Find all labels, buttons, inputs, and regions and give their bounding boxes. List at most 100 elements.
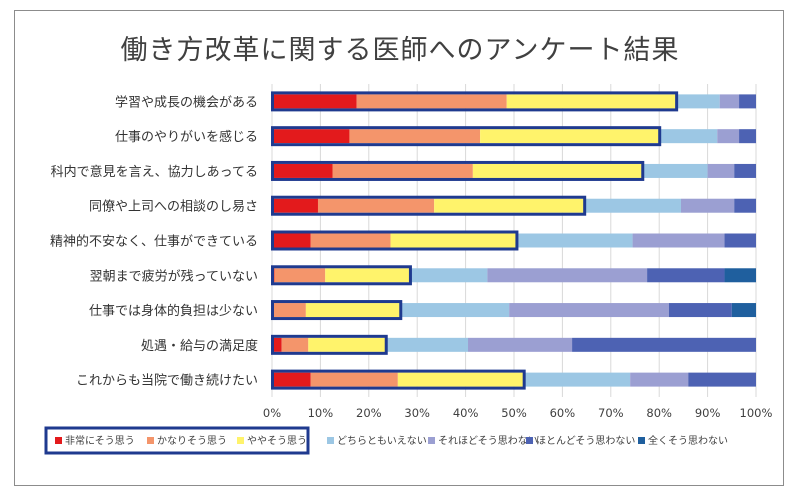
legend-highlight-box: [44, 426, 310, 455]
legend-swatch: [147, 437, 154, 444]
bar-segment: [472, 163, 643, 178]
highlight-outline: [271, 126, 662, 147]
bar-segment: [680, 198, 735, 213]
bar-segment: [317, 198, 435, 213]
highlight-outline: [271, 265, 412, 286]
chart-title: 働き方改革に関する医師へのアンケート結果: [120, 35, 680, 66]
bar-segment: [325, 268, 410, 283]
x-tick-label: 0%: [263, 406, 281, 420]
bar-segment: [434, 198, 585, 213]
bar-segment: [385, 337, 469, 352]
bar-segment: [308, 337, 386, 352]
bar-segment: [272, 303, 306, 318]
legend-label: 全くそう思わない: [648, 434, 728, 447]
x-tick-label: 40%: [453, 406, 479, 420]
bar-segment: [305, 303, 401, 318]
legend-swatch: [428, 437, 435, 444]
bar-segment: [506, 94, 677, 109]
bar-segment: [509, 303, 669, 318]
legend-swatch: [526, 437, 533, 444]
legend-swatch: [638, 437, 645, 444]
legend-label: ややそう思う: [247, 435, 307, 447]
x-tick-label: 20%: [356, 406, 382, 420]
highlight-outline: [271, 369, 526, 390]
bar-segment: [409, 268, 488, 283]
bar-segment: [272, 233, 311, 248]
bar-segment: [272, 94, 357, 109]
bar-segment: [272, 337, 282, 352]
bar-segment: [272, 163, 333, 178]
bar-segment: [281, 337, 309, 352]
bar-segment: [572, 337, 756, 352]
legend-label: かなりそう思う: [157, 435, 227, 447]
bar-segment: [659, 129, 718, 144]
bar-segment: [630, 372, 689, 387]
bar-segment: [400, 303, 510, 318]
bar-segment: [719, 94, 740, 109]
bar-segment: [724, 233, 756, 248]
bar-segment: [584, 198, 681, 213]
highlight-outline: [271, 160, 645, 181]
category-label: これからも当院で働き続けたい: [76, 374, 258, 389]
category-label: 仕事では身体的負担は少ない: [89, 303, 258, 319]
bar-segment: [668, 303, 732, 318]
category-label: 同僚や上司への相談のし易さ: [89, 199, 258, 215]
bar-segment: [717, 129, 740, 144]
legend-swatch: [55, 437, 62, 444]
category-label: 翌朝まで疲労が残っていない: [90, 268, 258, 284]
legend-label: ほとんどそう思わない: [536, 435, 635, 447]
bar-segment: [272, 198, 318, 213]
x-tick-label: 90%: [695, 406, 721, 420]
category-label: 処遇・給与の満足度: [141, 338, 258, 354]
bar-segment: [676, 94, 720, 109]
bar-segment: [310, 372, 398, 387]
legend-swatch: [327, 437, 334, 444]
category-label: 精神的不安なく、仕事ができている: [50, 234, 258, 250]
highlight-outline: [271, 195, 587, 216]
bar-segment: [523, 372, 631, 387]
bar-segment: [397, 372, 524, 387]
bar-segment: [310, 233, 391, 248]
legend-swatch: [237, 437, 244, 444]
x-tick-label: 10%: [308, 406, 334, 420]
bar-segment: [272, 129, 350, 144]
bar-segment: [356, 94, 507, 109]
legend-label: 非常にそう思う: [65, 434, 135, 447]
x-tick-label: 80%: [646, 406, 672, 420]
bar-segment: [332, 163, 473, 178]
category-label: 仕事のやりがいを感じる: [115, 129, 258, 145]
x-tick-label: 30%: [404, 406, 430, 420]
highlight-outline: [271, 91, 679, 112]
bar-segment: [739, 94, 756, 109]
bar-segment: [642, 163, 708, 178]
bar-segment: [272, 372, 311, 387]
highlight-outline: [271, 300, 403, 321]
highlight-outline: [271, 230, 519, 251]
x-tick-label: 70%: [598, 406, 624, 420]
bar-segment: [487, 268, 648, 283]
bar-segment: [724, 268, 756, 283]
highlight-outline: [271, 334, 388, 355]
legend-label: どちらともいえない: [337, 435, 427, 447]
x-tick-label: 60%: [550, 406, 576, 420]
bar-segment: [480, 129, 660, 144]
bar-segment: [707, 163, 735, 178]
category-label: 学習や成長の機会がある: [115, 94, 258, 110]
bar-segment: [632, 233, 725, 248]
category-label: 科内で意見を言え、協力しあってる: [51, 164, 258, 180]
bar-segment: [731, 303, 756, 318]
bar-segment: [274, 268, 326, 283]
bar-segment: [734, 198, 756, 213]
bar-segment: [349, 129, 481, 144]
bar-segment: [734, 163, 756, 178]
bar-segment: [516, 233, 633, 248]
bar-segment: [739, 129, 756, 144]
legend-label: それほどそう思わない: [438, 435, 538, 447]
x-tick-label: 100%: [740, 406, 773, 420]
bar-segment: [390, 233, 517, 248]
x-tick-label: 50%: [501, 406, 527, 420]
bar-segment: [647, 268, 725, 283]
bar-segment: [688, 372, 756, 387]
bar-segment: [468, 337, 573, 352]
